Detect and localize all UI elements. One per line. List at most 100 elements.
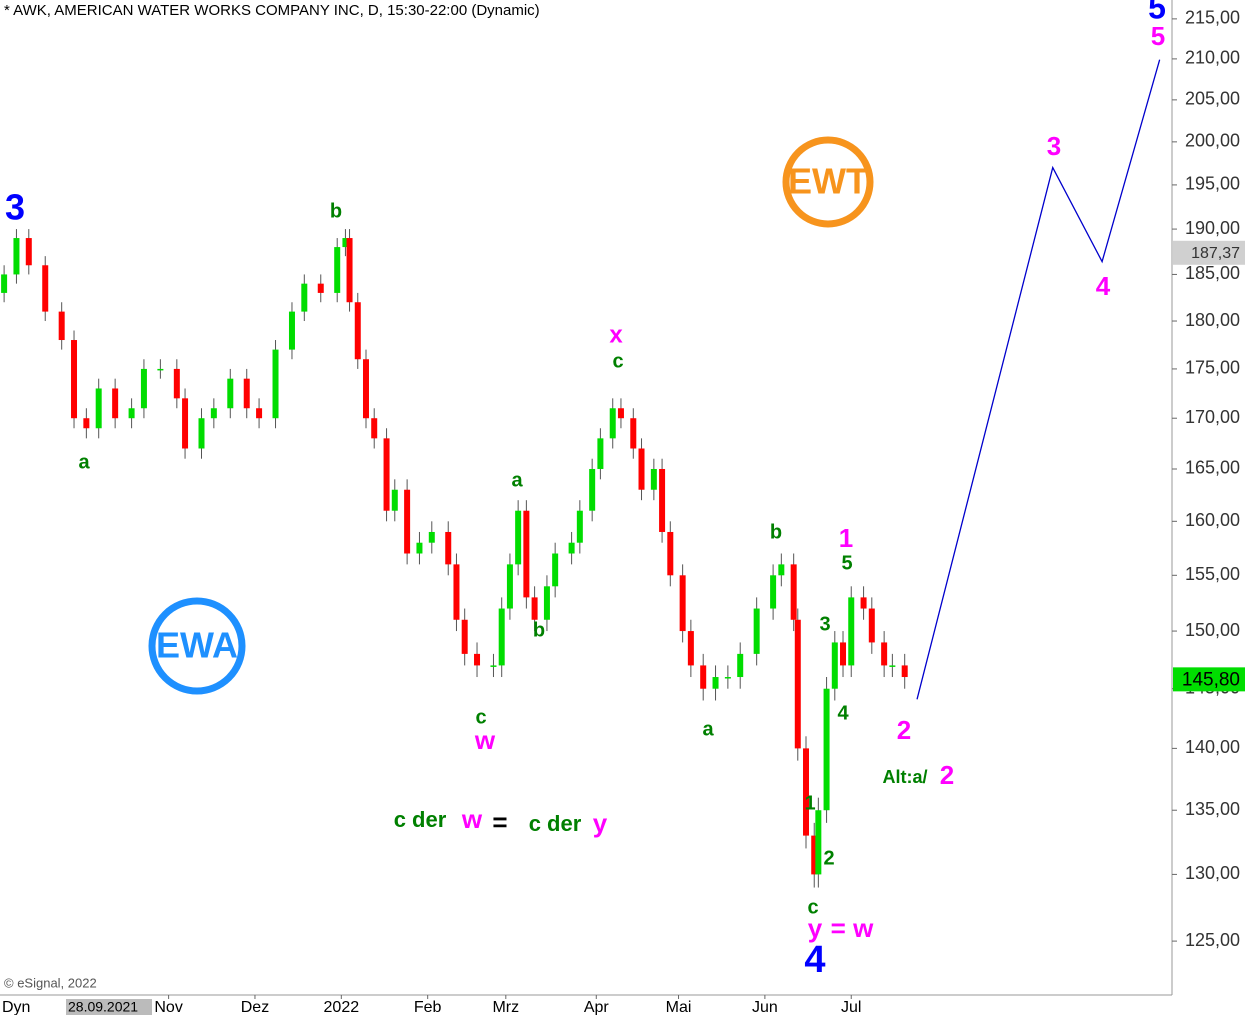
date-box xyxy=(66,999,152,1015)
candle-body xyxy=(840,642,847,666)
wave-label: Alt:a/ xyxy=(883,767,928,787)
candle-body xyxy=(650,468,657,490)
y-tick-label: 205,00 xyxy=(1185,89,1240,109)
candle-body xyxy=(737,653,744,678)
candle-body xyxy=(712,677,719,689)
wave-label: b xyxy=(330,200,342,222)
candle-body xyxy=(523,510,530,598)
candle-body xyxy=(13,238,20,275)
candle-body xyxy=(498,608,505,666)
copyright: © eSignal, 2022 xyxy=(4,975,97,990)
candle-body xyxy=(597,438,604,469)
candle-body xyxy=(83,418,90,429)
y-tick-label: 160,00 xyxy=(1185,510,1240,530)
y-tick-label: 190,00 xyxy=(1185,218,1240,238)
candle-body xyxy=(531,597,538,620)
candle-body xyxy=(753,608,760,654)
wave-label: a xyxy=(78,451,90,473)
candle-body xyxy=(609,408,616,439)
candle-body xyxy=(700,665,707,689)
wave-label: 2 xyxy=(823,847,834,869)
candle-body xyxy=(868,608,875,643)
wave-label: y xyxy=(808,913,823,943)
candle-body xyxy=(301,283,308,312)
candle-body xyxy=(803,748,810,836)
candle-body xyxy=(778,564,785,576)
projection-line xyxy=(916,59,1161,700)
candle-body xyxy=(383,438,390,511)
wave-label: x xyxy=(609,321,623,348)
candle-body xyxy=(140,368,147,409)
wave-label: 1 xyxy=(804,792,815,814)
candle-body xyxy=(823,688,830,811)
y-tick-label: 130,00 xyxy=(1185,863,1240,883)
candle-body xyxy=(157,368,164,371)
candle-body xyxy=(371,418,378,439)
candle-body xyxy=(71,340,78,419)
wave-label: c der xyxy=(529,811,582,836)
y-tick-label: 135,00 xyxy=(1185,799,1240,819)
wave-label: 3 xyxy=(1047,131,1061,161)
candle-body xyxy=(667,531,674,576)
x-tick-label: Mai xyxy=(666,999,692,1015)
wave-label: c der xyxy=(394,807,447,832)
logo-text: EWT xyxy=(788,161,868,202)
candle-body xyxy=(272,349,279,419)
candle-body xyxy=(490,665,497,667)
x-tick-label: Mrz xyxy=(492,999,519,1015)
candle-body xyxy=(831,642,838,689)
y-tick-label: 180,00 xyxy=(1185,310,1240,330)
x-tick-label: Jun xyxy=(752,999,778,1015)
wave-label: 3 xyxy=(5,187,25,228)
y-tick-label: 155,00 xyxy=(1185,564,1240,584)
candle-body xyxy=(112,388,119,419)
candle-body xyxy=(334,247,341,293)
wave-label: 4 xyxy=(804,939,825,981)
logo-ring xyxy=(148,597,246,695)
candle-body xyxy=(617,408,624,419)
price-marker xyxy=(1173,240,1245,265)
candle-body xyxy=(346,238,353,303)
candle-body xyxy=(128,408,135,419)
candle-body xyxy=(687,631,694,666)
x-tick-label: Apr xyxy=(584,999,610,1015)
candle-body xyxy=(576,510,583,543)
candle-body xyxy=(794,619,801,749)
wave-label: w xyxy=(474,725,496,755)
candle-body xyxy=(638,448,645,490)
candle-body xyxy=(95,388,102,429)
candle-body xyxy=(317,283,324,293)
candle-body xyxy=(391,489,398,511)
candle-body xyxy=(25,238,32,266)
logo-text: EWA xyxy=(156,625,238,666)
candle-body xyxy=(227,378,234,409)
candle-body xyxy=(354,302,361,360)
wave-label: 5 xyxy=(841,552,852,574)
candle-body xyxy=(474,653,481,666)
y-tick-label: 175,00 xyxy=(1185,358,1240,378)
wave-label: 1 xyxy=(839,523,853,553)
wave-label: 4 xyxy=(837,702,849,724)
y-tick-label: 210,00 xyxy=(1185,48,1240,68)
y-tick-label: 125,00 xyxy=(1185,930,1240,950)
candle-body xyxy=(568,542,575,554)
wave-label: a xyxy=(511,469,523,491)
candle-body xyxy=(182,398,189,449)
candle-body xyxy=(679,575,686,632)
chart-title: * AWK, AMERICAN WATER WORKS COMPANY INC,… xyxy=(4,2,540,19)
footer-date: 28.09.2021 xyxy=(68,999,138,1015)
candle-body xyxy=(848,597,855,666)
wave-label: y xyxy=(593,808,608,838)
wave-label: b xyxy=(770,521,782,543)
wave-label: 3 xyxy=(819,613,830,635)
y-tick-label: 170,00 xyxy=(1185,407,1240,427)
candle-body xyxy=(173,368,180,399)
candle-body xyxy=(815,810,822,875)
wave-label: = xyxy=(492,807,507,837)
wave-label: 5 xyxy=(1151,21,1165,51)
x-tick-label: 2022 xyxy=(324,999,360,1015)
candle-body xyxy=(58,311,65,341)
x-tick-label: Feb xyxy=(414,999,442,1015)
